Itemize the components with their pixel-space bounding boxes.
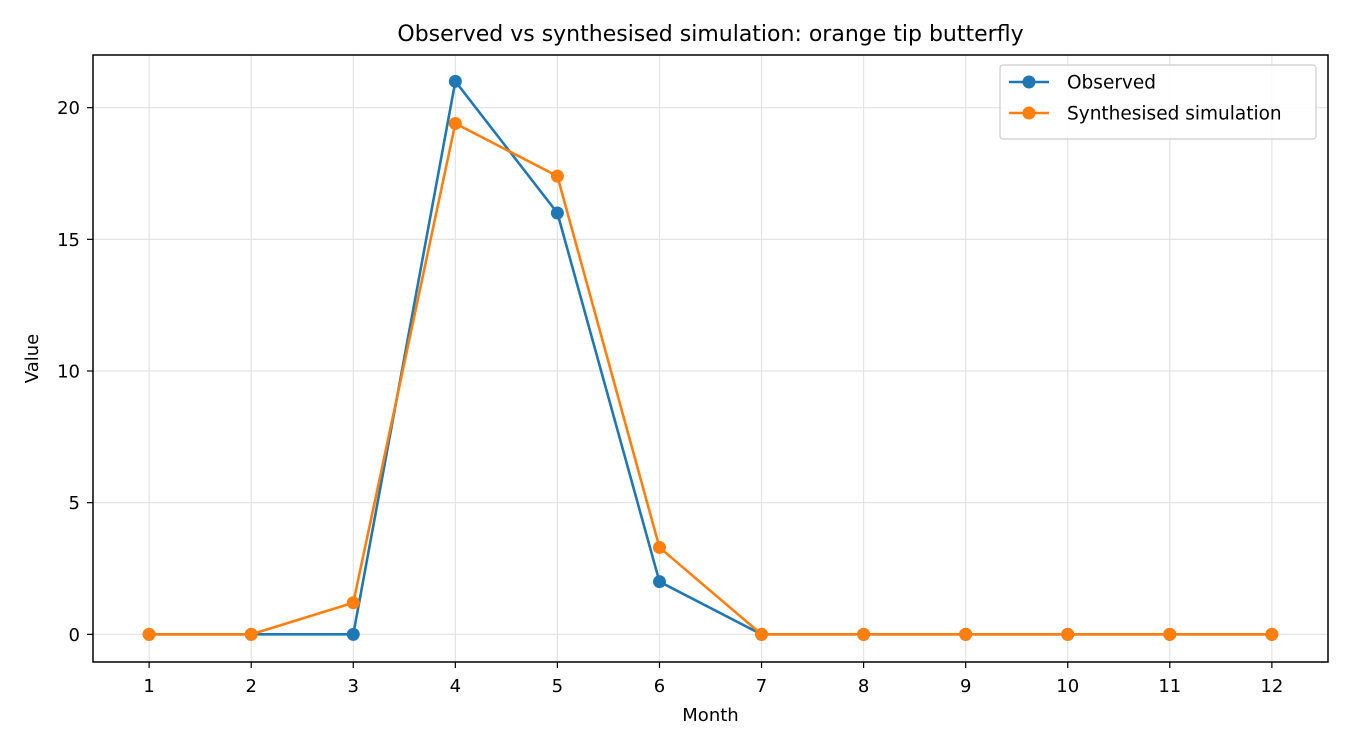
legend-marker — [1022, 106, 1036, 120]
data-point — [652, 540, 666, 554]
y-axis: 0 5 10 15 20 — [57, 98, 93, 646]
chart-title: Observed vs synthesised simulation: oran… — [397, 22, 1023, 47]
data-point — [550, 169, 564, 183]
legend-label: Observed — [1067, 73, 1156, 94]
y-axis-label: Value — [22, 334, 43, 383]
legend-marker — [1022, 75, 1036, 89]
y-tick-label: 10 — [57, 362, 80, 383]
x-tick-label: 3 — [348, 676, 359, 697]
grid — [93, 55, 1328, 662]
legend: Observed Synthesised simulation — [999, 64, 1317, 140]
x-tick-label: 7 — [756, 676, 767, 697]
data-point — [448, 116, 462, 130]
x-tick-label: 1 — [143, 676, 154, 697]
data-point — [959, 627, 973, 641]
legend-box — [999, 64, 1317, 140]
data-point — [1163, 627, 1177, 641]
legend-item: Synthesised simulation — [1009, 104, 1282, 125]
data-point — [1265, 627, 1279, 641]
x-axis-label: Month — [682, 705, 738, 726]
x-tick-label: 4 — [450, 676, 461, 697]
data-point — [142, 627, 156, 641]
y-tick-label: 15 — [57, 230, 80, 251]
y-tick-label: 5 — [69, 493, 80, 514]
data-point — [857, 627, 871, 641]
x-tick-label: 8 — [858, 676, 869, 697]
legend-label: Synthesised simulation — [1067, 104, 1282, 125]
data-point — [755, 627, 769, 641]
x-axis: 1 2 3 4 5 6 7 8 9 10 11 12 — [143, 662, 1283, 697]
x-tick-label: 2 — [245, 676, 256, 697]
x-tick-label: 11 — [1158, 676, 1181, 697]
data-point — [1061, 627, 1075, 641]
series-line — [149, 122, 1272, 636]
y-tick-label: 0 — [69, 625, 80, 646]
y-tick-label: 20 — [57, 98, 80, 119]
x-tick-label: 10 — [1056, 676, 1079, 697]
data-point — [346, 596, 360, 610]
data-point — [346, 627, 360, 641]
x-tick-label: 6 — [654, 676, 665, 697]
x-tick-label: 12 — [1260, 676, 1283, 697]
plot-series — [142, 74, 1279, 641]
data-point — [448, 74, 462, 88]
data-point — [244, 627, 258, 641]
legend-item: Observed — [1009, 73, 1156, 94]
data-point — [652, 575, 666, 589]
plot-frame — [92, 54, 1329, 663]
series-synthesised-simulation — [142, 116, 1279, 641]
data-point — [550, 206, 564, 220]
x-tick-label: 9 — [960, 676, 971, 697]
x-tick-label: 5 — [552, 676, 563, 697]
